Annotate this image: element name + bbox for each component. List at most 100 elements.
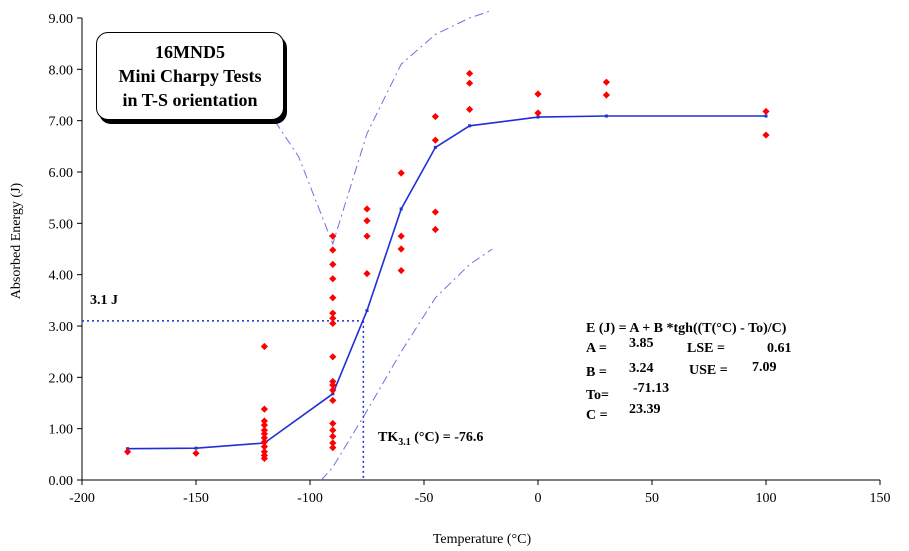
data-point xyxy=(329,314,337,322)
data-point xyxy=(260,421,268,429)
data-point xyxy=(431,136,439,144)
fit-curve-marker xyxy=(194,446,198,450)
data-point xyxy=(466,69,474,78)
chart-title-line-3: in T-S orientation xyxy=(122,90,258,110)
x-tick-label: 150 xyxy=(870,491,891,506)
data-point xyxy=(397,245,405,253)
x-tick-label: -200 xyxy=(69,491,95,506)
data-point xyxy=(534,109,542,117)
data-point xyxy=(534,90,542,98)
data-point xyxy=(260,430,268,438)
chart-title-line-1: 16MND5 xyxy=(155,42,225,62)
data-point xyxy=(329,353,337,361)
fit-curve-marker xyxy=(536,115,540,119)
y-tick-label: 8.00 xyxy=(49,63,74,78)
equation-b-value: 3.24 xyxy=(629,361,654,376)
data-point xyxy=(363,232,371,240)
y-tick-label: 3.00 xyxy=(49,320,74,335)
energy-reference-label: 3.1 J xyxy=(90,293,118,308)
fit-curve-marker xyxy=(604,114,608,118)
data-point xyxy=(329,439,337,447)
y-tick-label: 0.00 xyxy=(49,474,74,489)
data-points xyxy=(124,69,770,463)
data-point xyxy=(260,405,268,413)
data-point xyxy=(260,438,268,446)
data-point xyxy=(431,225,439,234)
data-point xyxy=(329,381,337,389)
data-point xyxy=(329,386,337,394)
equation-lse-value: 0.61 xyxy=(767,341,792,356)
data-point xyxy=(329,426,337,434)
axes: 0.00 1.00 2.00 3.00 4.00 5.00 6.00 7.00 8.00 9.00… xyxy=(49,12,891,506)
y-tick-label: 6.00 xyxy=(49,166,74,181)
x-tick-label: 100 xyxy=(756,491,777,506)
data-point xyxy=(192,449,200,457)
reference-lines xyxy=(82,320,365,480)
data-point xyxy=(329,309,337,317)
data-point xyxy=(397,232,405,240)
data-point xyxy=(329,260,337,268)
equation-use-label: USE = xyxy=(689,363,728,378)
confidence-band xyxy=(263,9,493,481)
tk-label-main: TK xyxy=(378,430,398,445)
data-point xyxy=(329,275,337,283)
data-point xyxy=(762,131,770,139)
data-point xyxy=(329,444,337,452)
data-point xyxy=(762,107,770,116)
tk-label-rest: (°C) = -76.6 xyxy=(411,430,484,445)
data-point xyxy=(363,205,371,213)
data-point xyxy=(363,270,371,278)
data-point xyxy=(602,91,610,99)
data-point xyxy=(397,169,405,177)
data-point xyxy=(260,342,268,351)
fit-curve-marker xyxy=(365,309,369,313)
band-upper-line xyxy=(263,9,493,246)
fit-curve-line xyxy=(127,115,766,450)
x-tick-label: -150 xyxy=(183,491,209,506)
x-tick-label: 50 xyxy=(645,491,659,506)
x-axis-title: Temperature (°C) xyxy=(433,532,532,547)
chart-title-box: 16MND5 Mini Charpy Tests in T-S orientat… xyxy=(96,32,284,120)
tk-label-sub: 3.1 xyxy=(398,437,411,448)
chart-title-line-2: Mini Charpy Tests xyxy=(118,66,262,86)
y-tick-label: 9.00 xyxy=(49,12,74,27)
data-point xyxy=(329,232,337,240)
data-point xyxy=(124,448,132,456)
y-axis-title: Absorbed Energy (J) xyxy=(9,182,24,299)
data-point xyxy=(329,432,337,440)
data-point xyxy=(329,294,337,302)
equation-lse-label: LSE = xyxy=(687,341,725,356)
data-point xyxy=(466,79,474,87)
equation-b-label: B = xyxy=(586,365,607,380)
data-point xyxy=(329,246,337,254)
data-point xyxy=(431,208,439,216)
data-point xyxy=(602,78,610,86)
data-point xyxy=(260,454,268,463)
data-point xyxy=(466,105,474,113)
equation-a-value: 3.85 xyxy=(629,336,654,351)
data-point xyxy=(431,112,439,121)
fit-curve-marker xyxy=(468,124,472,128)
y-tick-label: 1.00 xyxy=(49,423,74,438)
equation-a-label: A = xyxy=(586,341,607,356)
x-tick-label: -50 xyxy=(415,491,434,506)
equation-formula: E (J) = A + B *tgh((T(°C) - To)/C) xyxy=(586,321,787,336)
fit-curve xyxy=(126,114,768,451)
data-point xyxy=(260,417,268,425)
equation-c-value: 23.39 xyxy=(629,402,661,417)
equation-to-value: -71.13 xyxy=(633,381,669,396)
tk-label: TK3.1 (°C) = -76.6 xyxy=(378,430,483,448)
fit-curve-marker xyxy=(764,114,768,118)
equation-to-label: To= xyxy=(586,388,609,403)
data-point xyxy=(329,396,337,405)
fit-curve-marker xyxy=(399,207,403,211)
data-point xyxy=(363,217,371,225)
data-point xyxy=(260,443,268,451)
y-tick-label: 2.00 xyxy=(49,371,74,386)
equation-c-label: C = xyxy=(586,408,608,423)
data-point xyxy=(329,319,337,328)
data-point xyxy=(260,434,268,442)
equation-use-value: 7.09 xyxy=(752,360,777,375)
y-tick-label: 7.00 xyxy=(49,115,74,130)
